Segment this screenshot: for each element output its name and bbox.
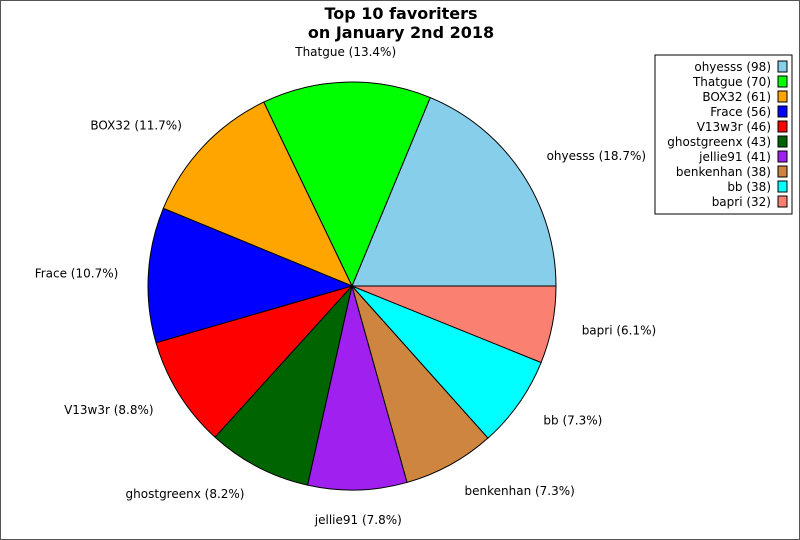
legend-label-thatgue: Thatgue (70) [692, 75, 771, 89]
legend-label-frace: Frace (56) [710, 105, 771, 119]
legend: ohyesss (98)Thatgue (70)BOX32 (61)Frace … [654, 54, 793, 215]
pie-slices [147, 81, 557, 491]
slice-label-ghostgreenx: ghostgreenx (8.2%) [126, 487, 245, 501]
slice-label-benkenhan: benkenhan (7.3%) [465, 484, 575, 498]
legend-label-v13w3r: V13w3r (46) [697, 120, 771, 134]
legend-swatch-thatgue [777, 75, 788, 88]
slice-label-bb: bb (7.3%) [543, 414, 602, 428]
slice-label-ohyesss: ohyesss (18.7%) [547, 149, 647, 163]
legend-label-ghostgreenx: ghostgreenx (43) [667, 135, 771, 149]
slice-label-v13w3r: V13w3r (8.8%) [64, 403, 154, 417]
slice-label-jellie91: jellie91 (7.8%) [314, 513, 402, 527]
pie-slice-ghostgreenx [214, 284, 353, 486]
legend-swatch-benkenhan [777, 165, 788, 178]
slice-label-thatgue: Thatgue (13.4%) [294, 45, 396, 59]
legend-label-jellie91: jellie91 (41) [698, 150, 771, 164]
pie-slice-labels: ohyesss (18.7%) Thatgue (13.4%) BOX32 (11.… [35, 45, 657, 527]
legend-box [654, 54, 793, 215]
legend-swatch-bapri [777, 195, 788, 208]
legend-swatch-frace [777, 105, 788, 118]
legend-swatch-bb [777, 180, 788, 193]
chart-title-line-2: on January 2nd 2018 [308, 23, 494, 42]
legend-label-bapri: bapri (32) [712, 195, 771, 209]
pie-slice-jellie91 [307, 285, 408, 491]
legend-swatch-ohyesss [777, 60, 788, 73]
legend-label-bb: bb (38) [727, 180, 771, 194]
legend-swatch-v13w3r [777, 120, 788, 133]
pie-slice-v13w3r [155, 285, 354, 438]
pie-slice-frace [147, 207, 354, 344]
pie-slice-bapri [351, 285, 557, 364]
legend-label-box32: BOX32 (61) [702, 90, 771, 104]
slice-label-bapri: bapri (6.1%) [582, 324, 657, 338]
chart-title-line-1: Top 10 favoriters [324, 4, 477, 23]
legend-swatch-ghostgreenx [777, 135, 788, 148]
legend-swatch-box32 [777, 90, 788, 103]
pie-slice-box32 [162, 101, 354, 287]
legend-label-benkenhan: benkenhan (38) [676, 165, 771, 179]
slice-label-frace: Frace (10.7%) [35, 266, 119, 280]
legend-label-ohyesss: ohyesss (98) [694, 60, 771, 74]
legend-swatch-jellie91 [777, 150, 788, 163]
pie-slice-thatgue [263, 81, 431, 288]
pie-slice-ohyesss [351, 96, 557, 287]
slice-label-box32: BOX32 (11.7%) [90, 118, 182, 132]
